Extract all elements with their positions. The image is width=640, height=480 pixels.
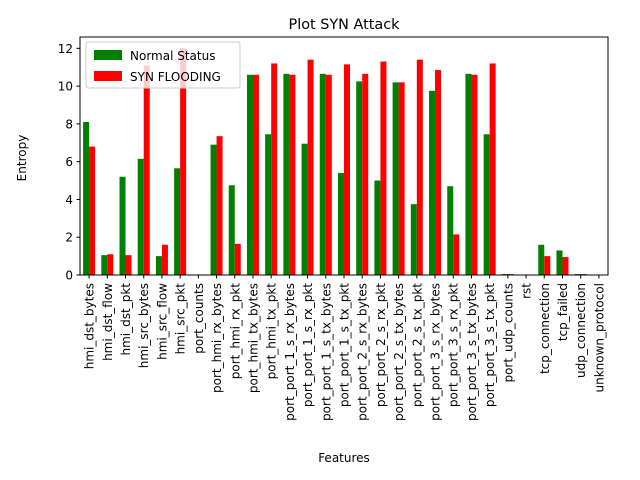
legend-label-normal-status: Normal Status (130, 49, 215, 63)
bar-syn-flooding-port-port-2-s-tx-pkt (416, 59, 423, 275)
x-tick-label-hmi-src-bytes: hmi_src_bytes (137, 283, 151, 368)
bar-syn-flooding-port-hmi-rx-bytes (216, 136, 223, 275)
y-tick-label: 12 (58, 42, 73, 56)
x-tick-label-port-port-3-s-rx-pkt: port_port_3_s_rx_pkt (447, 283, 461, 407)
bar-normal-status-port-hmi-rx-bytes (210, 144, 217, 275)
bar-syn-flooding-hmi-dst-pkt (125, 255, 132, 275)
bar-normal-status-hmi-dst-bytes (83, 122, 90, 275)
y-axis-ticks: 0 2 4 6 8 10 12 (58, 42, 80, 283)
x-tick-label-port-port-3-s-rx-bytes: port_port_3_s_rx_bytes (429, 283, 443, 421)
bar-normal-status-port-port-1-s-tx-pkt (337, 173, 344, 275)
legend-box (85, 41, 241, 89)
bar-normal-status-port-port-2-s-rx-bytes (356, 81, 363, 275)
bar-syn-flooding-port-port-1-s-rx-pkt (307, 59, 314, 275)
bar-normal-status-hmi-dst-flow (101, 255, 108, 275)
y-tick-label: 8 (65, 117, 73, 131)
bar-syn-flooding-tcp-failed (562, 257, 569, 275)
bar-normal-status-port-hmi-tx-bytes (246, 74, 253, 276)
y-axis-label: Entropy (15, 135, 29, 182)
chart-title: Plot SYN Attack (289, 17, 401, 33)
bar-normal-status-hmi-src-bytes (137, 158, 144, 275)
x-tick-label-tcp-connection: tcp_connection (538, 283, 552, 374)
bar-normal-status-hmi-src-flow (155, 256, 162, 275)
bars-group (83, 48, 587, 276)
x-axis-label: Features (318, 451, 370, 465)
x-tick-label-port-port-1-s-tx-bytes: port_port_1_s_tx_bytes (319, 283, 333, 421)
x-tick-label-port-hmi-tx-pkt: port_hmi_tx_pkt (265, 283, 279, 380)
bar-syn-flooding-hmi-src-flow (161, 244, 168, 275)
x-tick-label-port-counts: port_counts (192, 283, 206, 354)
y-tick-label: 10 (58, 80, 73, 94)
x-tick-label-hmi-dst-pkt: hmi_dst_pkt (119, 283, 133, 356)
bar-normal-status-port-port-3-s-rx-bytes (429, 90, 436, 275)
bar-syn-flooding-hmi-src-bytes (143, 65, 150, 275)
bar-normal-status-port-port-1-s-rx-pkt (301, 143, 308, 275)
bar-syn-flooding-port-port-1-s-tx-pkt (344, 64, 351, 275)
x-tick-label-hmi-dst-flow: hmi_dst_flow (101, 283, 115, 361)
x-tick-label-port-port-2-s-tx-pkt: port_port_2_s_tx_pkt (410, 283, 424, 407)
bar-normal-status-tcp-failed (556, 250, 563, 275)
x-tick-label-hmi-dst-bytes: hmi_dst_bytes (83, 283, 97, 369)
bar-syn-flooding-port-port-2-s-tx-bytes (398, 82, 405, 275)
bar-normal-status-port-port-3-s-tx-bytes (465, 73, 472, 275)
bar-normal-status-port-port-3-s-rx-pkt (447, 186, 454, 275)
x-axis-ticks: hmi_dst_bytes hmi_dst_flow hmi_dst_pkt hmi_… (83, 275, 606, 421)
bar-normal-status-tcp-connection (538, 244, 545, 275)
bar-syn-flooding-port-port-3-s-rx-bytes (435, 70, 442, 275)
x-tick-label-hmi-src-pkt: hmi_src_pkt (174, 283, 188, 355)
x-tick-label-port-port-1-s-rx-bytes: port_port_1_s_rx_bytes (283, 283, 297, 421)
bar-normal-status-hmi-src-pkt (174, 168, 181, 275)
y-tick-label: 0 (65, 269, 73, 283)
x-tick-label-port-hmi-tx-bytes: port_hmi_tx_bytes (246, 283, 260, 393)
bar-syn-flooding-hmi-dst-flow (107, 254, 114, 275)
plot-frame (79, 36, 609, 276)
bar-syn-flooding-port-port-3-s-tx-pkt (489, 63, 496, 275)
legend-swatch-normal-status (94, 50, 122, 60)
x-tick-label-rst: rst (520, 283, 534, 299)
x-tick-label-port-udp-counts: port_udp_counts (501, 283, 515, 383)
bar-normal-status-hmi-dst-pkt (119, 176, 126, 275)
bar-normal-status-port-hmi-rx-pkt (228, 185, 235, 275)
x-tick-label-tcp-failed: tcp_failed (556, 283, 570, 341)
legend-swatch-syn-flooding (94, 71, 122, 81)
bar-syn-flooding-port-port-2-s-rx-pkt (380, 61, 387, 275)
bar-syn-flooding-port-port-1-s-tx-bytes (325, 74, 332, 276)
x-tick-label-port-port-1-s-tx-pkt: port_port_1_s_tx_pkt (338, 283, 352, 407)
bar-normal-status-port-port-1-s-tx-bytes (319, 73, 326, 275)
bar-syn-flooding-hmi-src-pkt (180, 48, 187, 276)
bar-syn-flooding-port-hmi-tx-pkt (271, 63, 278, 275)
x-tick-label-port-port-2-s-tx-bytes: port_port_2_s_tx_bytes (392, 283, 406, 421)
legend-label-syn-flooding: SYN FLOODING (130, 70, 221, 84)
x-tick-label-port-port-3-s-tx-pkt: port_port_3_s_tx_pkt (483, 283, 497, 407)
bar-syn-flooding-hmi-dst-bytes (89, 146, 96, 275)
legend: Normal Status SYN FLOODING (85, 41, 241, 89)
x-tick-label-unknown-protocol: unknown_protocol (592, 283, 606, 392)
bar-normal-status-port-hmi-tx-pkt (265, 134, 272, 275)
x-tick-label-udp-connection: udp_connection (574, 283, 588, 378)
bar-syn-flooding-port-port-2-s-rx-bytes (362, 73, 369, 275)
x-tick-label-port-port-2-s-rx-bytes: port_port_2_s_rx_bytes (356, 283, 370, 421)
x-tick-label-port-port-2-s-rx-pkt: port_port_2_s_rx_pkt (374, 283, 388, 407)
bar-normal-status-port-port-1-s-rx-bytes (283, 73, 290, 275)
bar-syn-flooding-port-hmi-rx-pkt (234, 243, 241, 275)
y-tick-label: 4 (65, 193, 73, 207)
bar-syn-flooding-port-port-3-s-rx-pkt (453, 234, 460, 275)
bar-syn-flooding-port-hmi-tx-bytes (252, 74, 259, 276)
bar-normal-status-port-port-2-s-rx-pkt (374, 180, 381, 275)
x-tick-label-port-port-3-s-tx-bytes: port_port_3_s_tx_bytes (465, 283, 479, 421)
x-tick-label-hmi-src-flow: hmi_src_flow (155, 283, 169, 360)
y-tick-label: 6 (65, 155, 73, 169)
bar-normal-status-port-port-3-s-tx-pkt (483, 134, 490, 275)
bar-syn-flooding-tcp-connection (544, 256, 551, 275)
bar-normal-status-port-port-2-s-tx-pkt (410, 204, 417, 275)
bar-syn-flooding-port-port-3-s-tx-bytes (471, 74, 478, 276)
bar-syn-flooding-port-port-1-s-rx-bytes (289, 74, 296, 276)
x-tick-label-port-hmi-rx-pkt: port_hmi_rx_pkt (228, 283, 242, 380)
y-tick-label: 2 (65, 231, 73, 245)
x-tick-label-port-port-1-s-rx-pkt: port_port_1_s_rx_pkt (301, 283, 315, 407)
bar-normal-status-port-port-2-s-tx-bytes (392, 82, 399, 275)
x-tick-label-port-hmi-rx-bytes: port_hmi_rx_bytes (210, 283, 224, 393)
